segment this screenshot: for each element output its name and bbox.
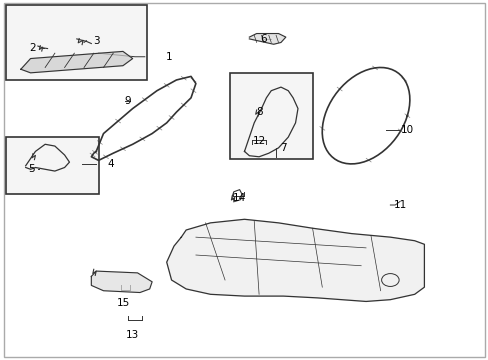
Bar (6, 137, 99, 194)
Text: 9: 9 (124, 96, 131, 107)
Text: 4: 4 (107, 159, 114, 169)
Polygon shape (166, 219, 424, 301)
Text: 5: 5 (28, 164, 35, 174)
Polygon shape (91, 271, 152, 293)
Text: 14: 14 (233, 193, 246, 203)
Text: 10: 10 (400, 125, 413, 135)
Text: 8: 8 (255, 107, 262, 117)
Bar (229, 73, 312, 158)
Text: 1: 1 (165, 52, 172, 62)
Bar (6, 5, 147, 80)
Text: 2: 2 (30, 43, 36, 53)
Text: 3: 3 (93, 36, 100, 46)
Text: 15: 15 (116, 298, 129, 308)
Text: 11: 11 (393, 200, 406, 210)
Polygon shape (249, 33, 285, 44)
Polygon shape (21, 51, 132, 73)
Text: 7: 7 (280, 143, 286, 153)
Text: 12: 12 (252, 136, 265, 146)
Text: 6: 6 (260, 34, 267, 44)
Text: 13: 13 (126, 330, 139, 341)
